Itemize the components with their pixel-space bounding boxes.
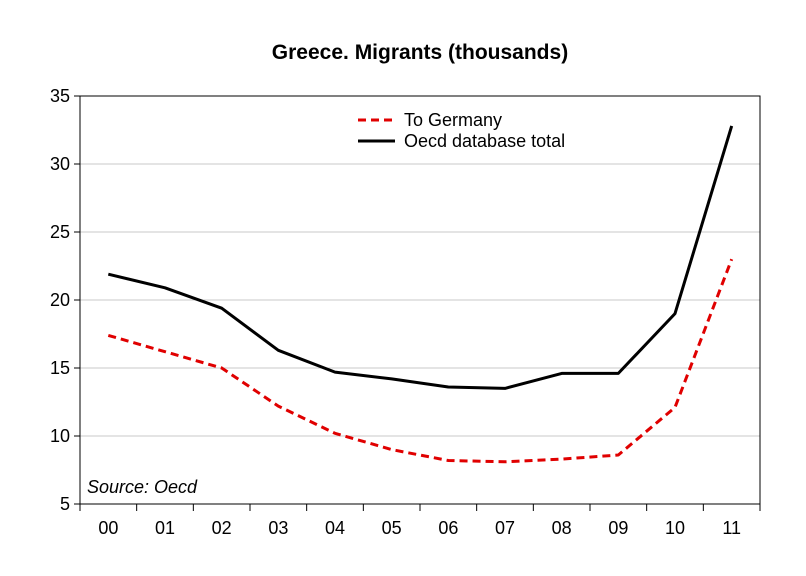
y-tick-label: 15 [50,358,70,378]
y-axis: 5 10 15 20 25 30 35 [50,86,80,514]
source-annotation: Source: Oecd [87,477,198,497]
x-tick-label: 10 [665,518,685,538]
grid-lines [80,163,760,437]
y-tick-label: 10 [50,426,70,446]
x-tick-label: 00 [98,518,118,538]
legend-label-oecd-total: Oecd database total [404,131,565,151]
y-tick-label: 35 [50,86,70,106]
series-lines [107,125,734,464]
x-tick-label: 02 [212,518,232,538]
chart-title: Greece. Migrants (thousands) [272,41,568,64]
x-tick-label: 06 [438,518,458,538]
x-tick-label: 08 [552,518,572,538]
x-axis: 00 01 02 03 04 05 06 07 08 09 10 11 [79,504,761,538]
y-tick-label: 30 [50,154,70,174]
x-tick-label: 07 [495,518,515,538]
series-line-oecd-total [107,125,734,390]
y-tick-label: 25 [50,222,70,242]
x-tick-label: 11 [722,518,741,538]
x-tick-label: 04 [325,518,345,538]
y-tick-label: 5 [60,494,70,514]
series-line-to-germany [107,258,734,464]
x-tick-label: 05 [382,518,402,538]
x-tick-label: 01 [155,518,175,538]
legend: To Germany Oecd database total [358,110,565,151]
y-tick-label: 20 [50,290,70,310]
legend-label-to-germany: To Germany [404,110,502,130]
x-tick-label: 03 [268,518,288,538]
x-tick-label: 09 [608,518,628,538]
